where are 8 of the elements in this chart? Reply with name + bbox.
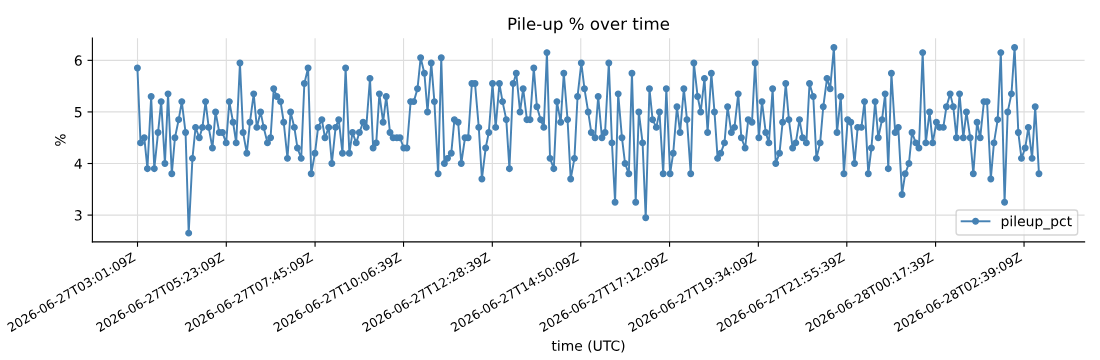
y-tick-label: 4 — [74, 158, 82, 169]
legend-label: pileup_pct — [1001, 215, 1072, 230]
x-axis-title: time (UTC) — [551, 340, 625, 353]
y-tick-label: 6 — [74, 55, 82, 66]
y-tick-label: 3 — [74, 210, 82, 221]
y-tick-label: 5 — [74, 107, 82, 118]
y-axis-title: % — [55, 134, 66, 146]
chart-title: Pile-up % over time — [508, 17, 670, 34]
